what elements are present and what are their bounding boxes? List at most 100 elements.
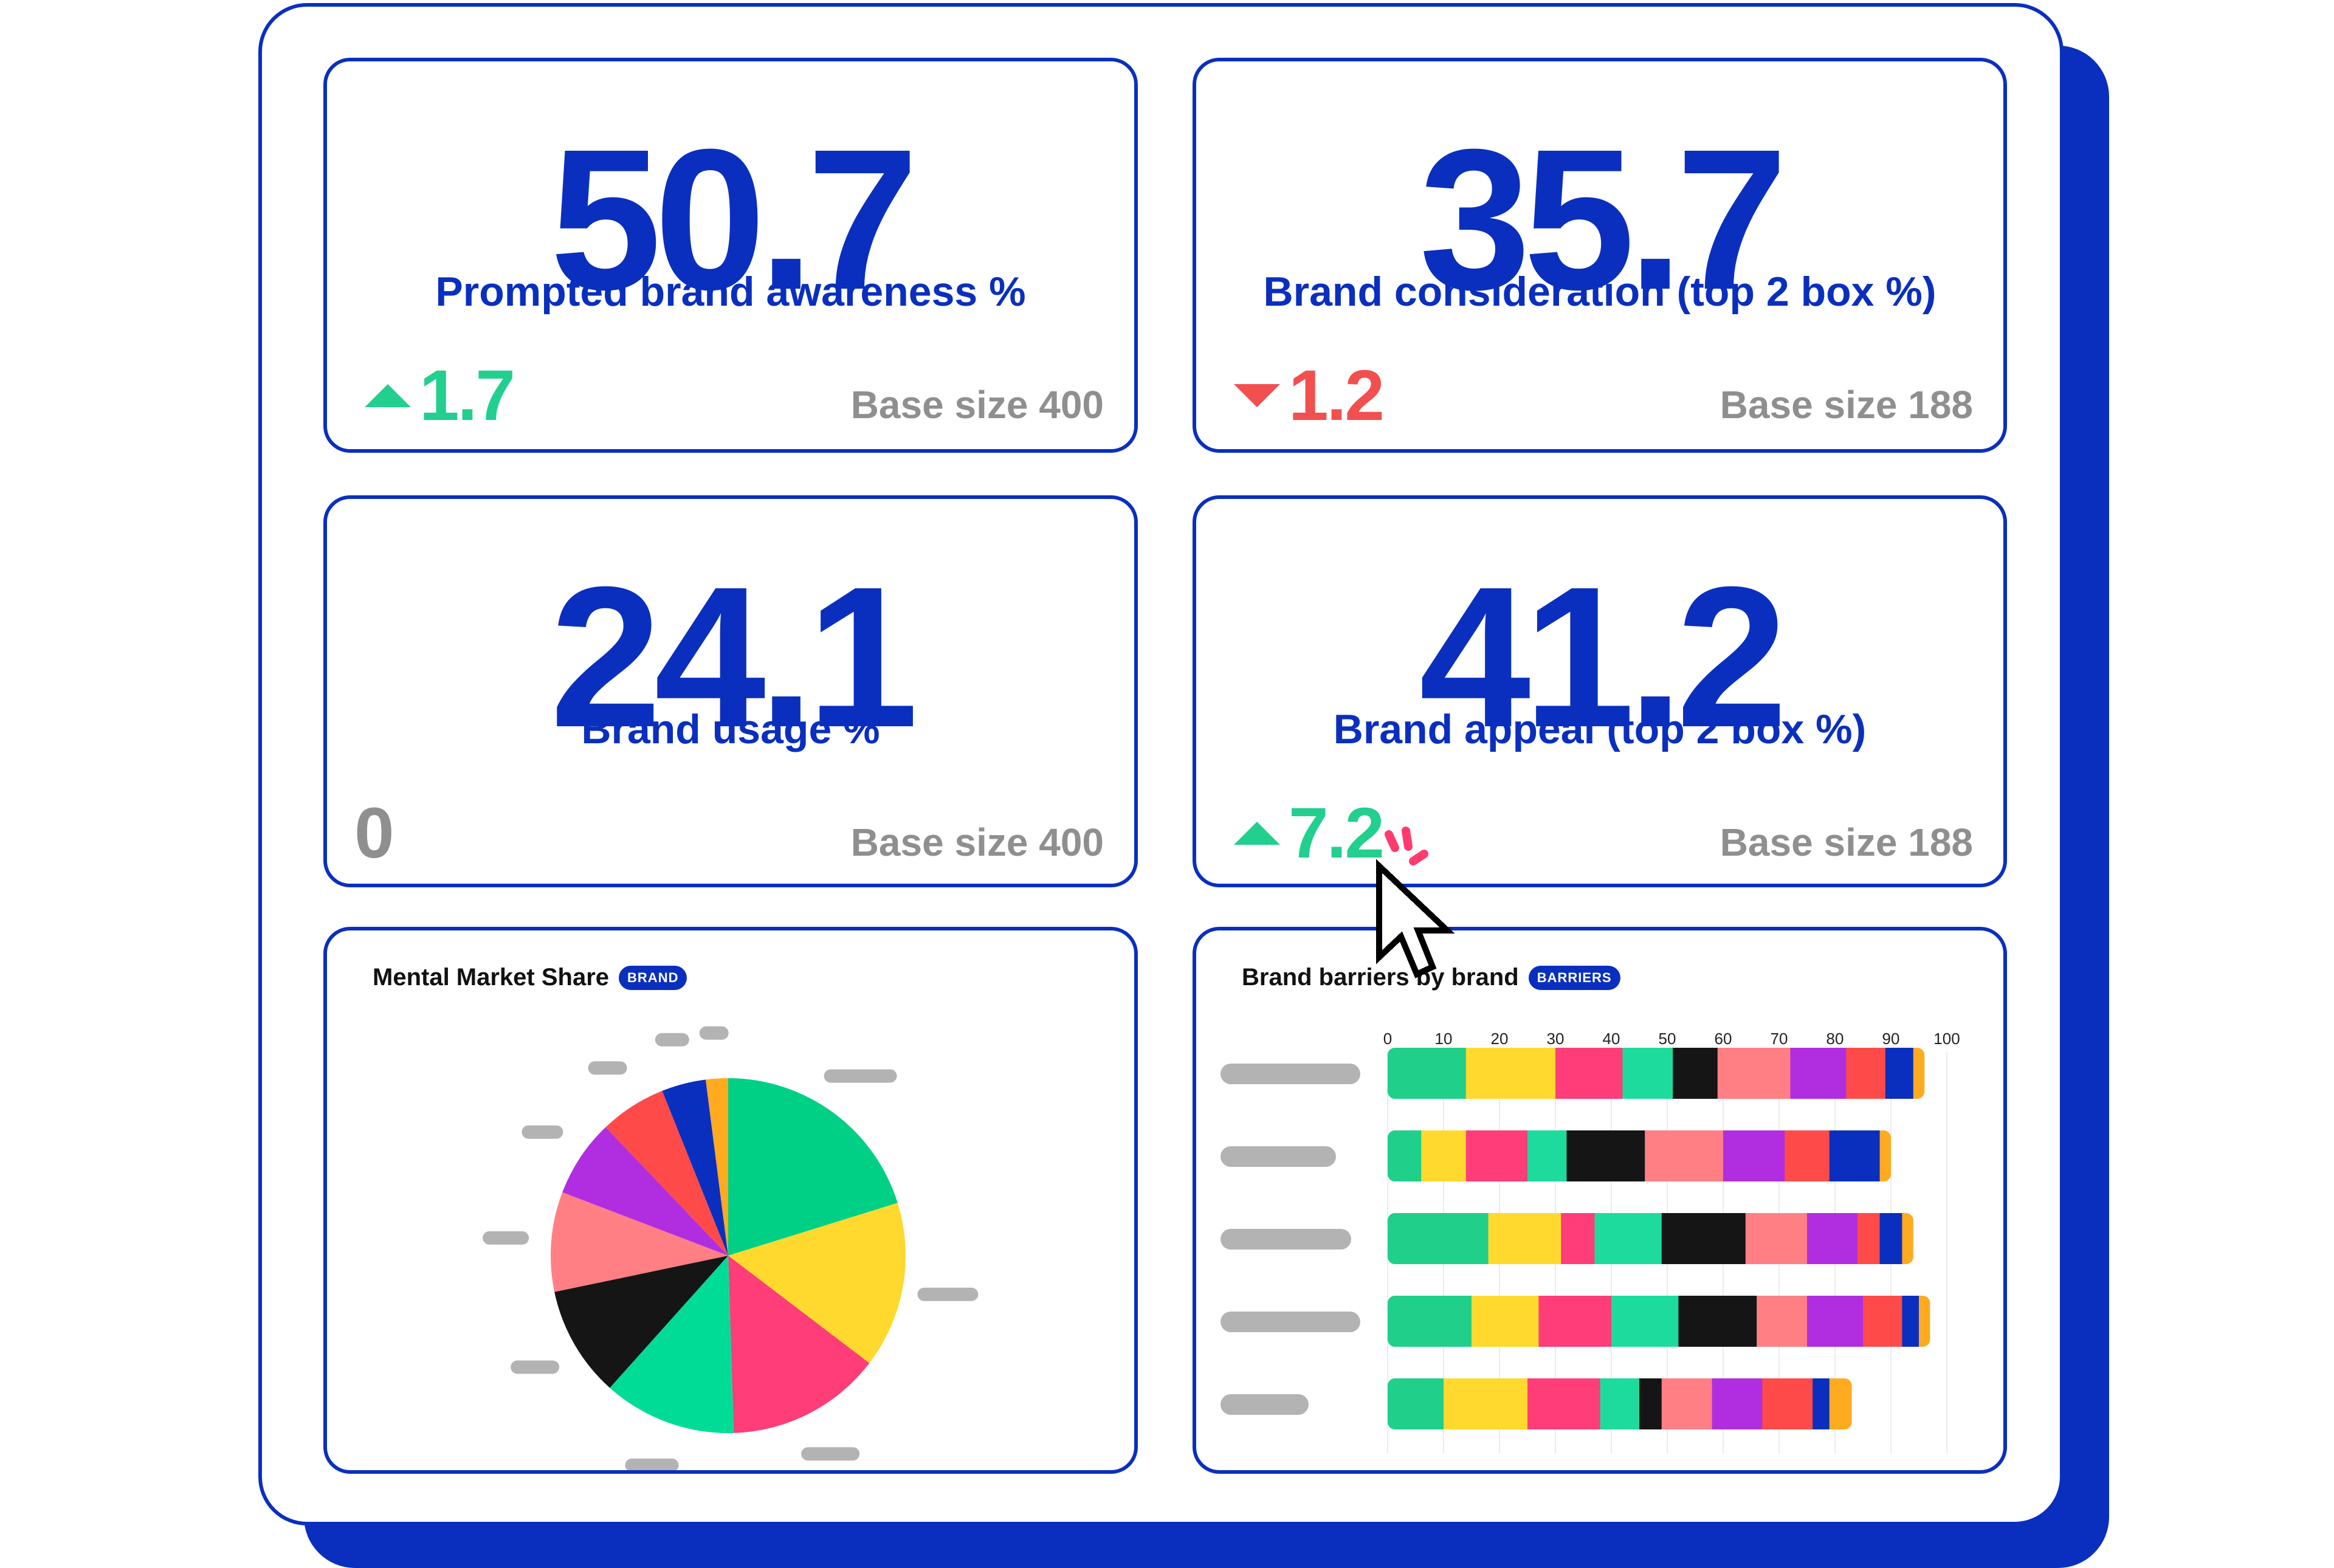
kpi-card-appeal[interactable]: 41.2 Brand appeal (top 2 box %) 7.2 Base… — [1193, 495, 2007, 887]
barriers-tag[interactable]: BARRIERS — [1528, 965, 1620, 990]
bar-segment[interactable] — [1785, 1130, 1830, 1181]
bar-segment[interactable] — [1885, 1048, 1914, 1099]
mental-market-share-card[interactable]: Mental Market Share BRAND — [323, 927, 1138, 1474]
bar-segment[interactable] — [1566, 1130, 1645, 1181]
pie-label-placeholder — [483, 1231, 529, 1245]
category-label-placeholder — [1220, 1312, 1360, 1332]
x-tick-label: 0 — [1383, 1030, 1392, 1048]
pie-slice[interactable] — [605, 1090, 728, 1256]
kpi-change-value: 0 — [354, 793, 394, 873]
card-title: Brand barriers by brand BARRIERS — [1242, 964, 1620, 991]
brand-barriers-card[interactable]: Brand barriers by brand BARRIERS 0 10 20 30… — [1193, 927, 2007, 1474]
bar-segment[interactable] — [1807, 1296, 1864, 1347]
bar-segment[interactable] — [1388, 1378, 1444, 1429]
bar-segment[interactable] — [1465, 1130, 1528, 1181]
x-tick-label: 30 — [1547, 1030, 1565, 1048]
kpi-card-usage[interactable]: 24.1 Brand usage % 0 Base size 400 — [323, 495, 1138, 887]
pie-label-placeholder — [801, 1447, 860, 1461]
arrow-up-icon — [365, 384, 411, 407]
bar-segment[interactable] — [1527, 1378, 1601, 1429]
pie-slice[interactable] — [610, 1256, 734, 1433]
bar-segment[interactable] — [1812, 1378, 1830, 1429]
arrow-up-icon — [1234, 822, 1280, 845]
bar-segment[interactable] — [1639, 1378, 1662, 1429]
bar-segment[interactable] — [1388, 1130, 1422, 1181]
bar-segment[interactable] — [1717, 1048, 1791, 1099]
bar-segment[interactable] — [1857, 1213, 1881, 1264]
bar-segment[interactable] — [1472, 1296, 1539, 1347]
bar-segment[interactable] — [1555, 1048, 1623, 1099]
bar-segment[interactable] — [1902, 1213, 1913, 1264]
bar-row[interactable] — [1388, 1130, 1892, 1181]
bar-segment[interactable] — [1465, 1048, 1556, 1099]
click-burst-icon — [1385, 827, 1428, 865]
bar-segment[interactable] — [1879, 1130, 1892, 1181]
category-label-placeholder — [1220, 1146, 1336, 1167]
kpi-card-awareness[interactable]: 50.7 Prompted brand awareness % 1.7 Base… — [323, 58, 1138, 453]
bar-segment[interactable] — [1661, 1378, 1713, 1429]
pie-slice[interactable] — [728, 1078, 898, 1256]
pie-slice[interactable] — [562, 1127, 728, 1256]
x-tick-label: 100 — [1933, 1030, 1960, 1048]
card-title-text: Brand barriers by brand — [1242, 964, 1519, 991]
bar-segment[interactable] — [1846, 1048, 1886, 1099]
bar-segment[interactable] — [1919, 1296, 1930, 1347]
bar-row[interactable] — [1388, 1048, 1925, 1099]
arrow-down-icon — [1234, 384, 1280, 407]
bar-segment[interactable] — [1829, 1378, 1852, 1429]
x-tick-label: 90 — [1882, 1030, 1900, 1048]
bar-segment[interactable] — [1678, 1296, 1757, 1347]
bar-segment[interactable] — [1527, 1130, 1567, 1181]
bar-segment[interactable] — [1561, 1213, 1595, 1264]
category-label-placeholder — [1220, 1394, 1309, 1415]
pie-slice[interactable] — [728, 1256, 870, 1433]
pie-slice[interactable] — [551, 1192, 728, 1292]
bar-segment[interactable] — [1723, 1130, 1785, 1181]
bar-row[interactable] — [1388, 1378, 1852, 1429]
bar-segment[interactable] — [1388, 1048, 1467, 1099]
bar-row[interactable] — [1388, 1296, 1930, 1347]
card-title-text: Mental Market Share — [373, 964, 610, 991]
pie-label-placeholder — [917, 1287, 979, 1301]
bar-segment[interactable] — [1745, 1213, 1808, 1264]
x-tick-label: 20 — [1491, 1030, 1509, 1048]
kpi-change: 7.2 — [1234, 793, 1385, 873]
bar-segment[interactable] — [1863, 1296, 1902, 1347]
pie-slice[interactable] — [554, 1256, 728, 1388]
kpi-label: Prompted brand awareness % — [435, 269, 1026, 315]
bar-segment[interactable] — [1790, 1048, 1847, 1099]
bar-segment[interactable] — [1488, 1213, 1561, 1264]
pie-slice[interactable] — [728, 1203, 906, 1363]
bar-segment[interactable] — [1807, 1213, 1858, 1264]
bar-segment[interactable] — [1611, 1296, 1679, 1347]
cursor-arrow — [1376, 859, 1455, 978]
kpi-change: 1.2 — [1234, 356, 1385, 436]
bar-segment[interactable] — [1712, 1378, 1763, 1429]
pie-slice[interactable] — [662, 1079, 728, 1256]
bar-segment[interactable] — [1622, 1048, 1673, 1099]
kpi-card-consideration[interactable]: 35.7 Brand consideration (top 2 box %) 1… — [1193, 58, 2007, 453]
brand-tag[interactable]: BRAND — [619, 965, 687, 990]
bar-segment[interactable] — [1757, 1296, 1808, 1347]
pie-label-placeholder — [625, 1458, 679, 1470]
bar-segment[interactable] — [1594, 1213, 1662, 1264]
bar-segment[interactable] — [1673, 1048, 1718, 1099]
bar-segment[interactable] — [1444, 1378, 1528, 1429]
category-label-placeholder — [1220, 1229, 1351, 1250]
pie-slice[interactable] — [706, 1078, 728, 1256]
bar-row[interactable] — [1388, 1213, 1913, 1264]
bar-segment[interactable] — [1879, 1213, 1902, 1264]
pie-label-placeholder — [511, 1360, 560, 1374]
bar-segment[interactable] — [1421, 1130, 1467, 1181]
bar-segment[interactable] — [1538, 1296, 1612, 1347]
bar-segment[interactable] — [1762, 1378, 1813, 1429]
bar-segment[interactable] — [1388, 1296, 1472, 1347]
bar-segment[interactable] — [1645, 1130, 1724, 1181]
bar-segment[interactable] — [1829, 1130, 1881, 1181]
bar-segment[interactable] — [1388, 1213, 1489, 1264]
bar-segment[interactable] — [1913, 1048, 1925, 1099]
bar-segment[interactable] — [1902, 1296, 1919, 1347]
kpi-base-size: Base size 188 — [1720, 820, 1973, 864]
bar-segment[interactable] — [1661, 1213, 1746, 1264]
bar-segment[interactable] — [1600, 1378, 1640, 1429]
